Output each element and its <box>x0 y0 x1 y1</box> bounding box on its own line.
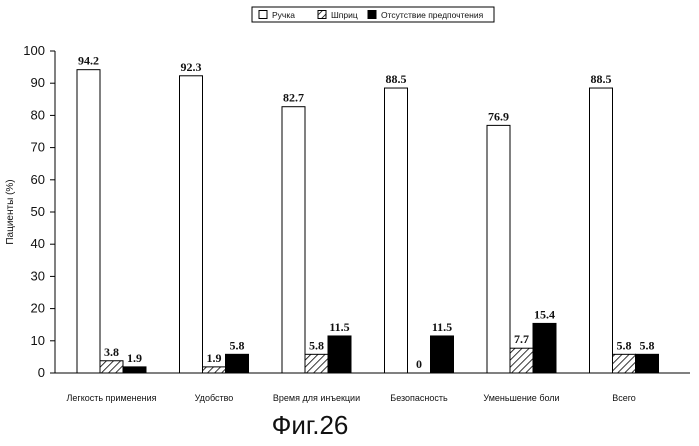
y-tick-label: 80 <box>31 107 45 122</box>
y-tick-label: 60 <box>31 172 45 187</box>
x-tick-label: Удобство <box>195 393 234 403</box>
bar <box>123 367 146 373</box>
y-tick-label: 20 <box>31 301 45 316</box>
bar <box>590 88 613 373</box>
y-tick-label: 100 <box>23 43 45 58</box>
legend: Ручка Шприц Отсутствие предпочтения <box>252 7 494 22</box>
legend-label: Ручка <box>272 10 295 20</box>
y-tick-label: 40 <box>31 236 45 251</box>
x-tick-label: Легкость применения <box>67 393 157 403</box>
data-label: 11.5 <box>432 320 452 334</box>
bar <box>510 348 533 373</box>
bar <box>487 125 510 373</box>
legend-swatch <box>259 11 267 19</box>
data-label: 1.9 <box>127 351 142 365</box>
bar <box>282 107 305 373</box>
legend-swatch <box>368 11 376 19</box>
y-tick-label: 70 <box>31 140 45 155</box>
bar <box>431 336 454 373</box>
y-tick-label: 10 <box>31 333 45 348</box>
y-tick-label: 90 <box>31 75 45 90</box>
bar <box>180 76 203 373</box>
y-tick-label: 30 <box>31 268 45 283</box>
x-tick-label: Безопасность <box>390 393 448 403</box>
bar <box>203 367 226 373</box>
legend-swatch <box>318 11 326 19</box>
bar <box>636 354 659 373</box>
data-label: 5.8 <box>309 338 324 352</box>
value-labels: 94.2 3.8 1.9 92.3 1.9 5.8 82.7 5.8 11.5 88.5 0 11.5… <box>78 54 655 371</box>
legend-label: Отсутствие предпочтения <box>381 10 484 20</box>
data-label: 82.7 <box>283 91 304 105</box>
data-label: 11.5 <box>329 320 349 334</box>
bars <box>77 70 659 373</box>
y-tick-label: 0 <box>38 365 45 380</box>
data-label: 0 <box>416 357 422 371</box>
y-axis-label: Пациенты (%) <box>5 179 16 244</box>
bar <box>100 361 123 373</box>
bar <box>328 336 351 373</box>
data-label: 88.5 <box>591 72 612 86</box>
data-label: 76.9 <box>488 109 509 123</box>
x-tick-label: Всего <box>612 393 636 403</box>
data-label: 1.9 <box>207 351 222 365</box>
data-label: 15.4 <box>534 307 555 321</box>
legend-label: Шприц <box>331 10 358 20</box>
data-label: 94.2 <box>78 54 99 68</box>
bar <box>77 70 100 373</box>
data-label: 7.7 <box>514 332 529 346</box>
x-tick-label: Уменьшение боли <box>483 393 559 403</box>
bar <box>226 354 249 373</box>
bar <box>385 88 408 373</box>
data-label: 88.5 <box>386 72 407 86</box>
data-label: 92.3 <box>181 60 202 74</box>
bar <box>305 354 328 373</box>
bar <box>533 323 556 373</box>
bar <box>613 354 636 373</box>
data-label: 5.8 <box>617 338 632 352</box>
data-label: 5.8 <box>230 338 245 352</box>
data-label: 5.8 <box>640 338 655 352</box>
data-label: 3.8 <box>104 345 119 359</box>
x-tick-label: Время для инъекции <box>273 393 360 403</box>
figure-caption: Фиг.26 <box>0 410 620 441</box>
y-tick-label: 50 <box>31 204 45 219</box>
